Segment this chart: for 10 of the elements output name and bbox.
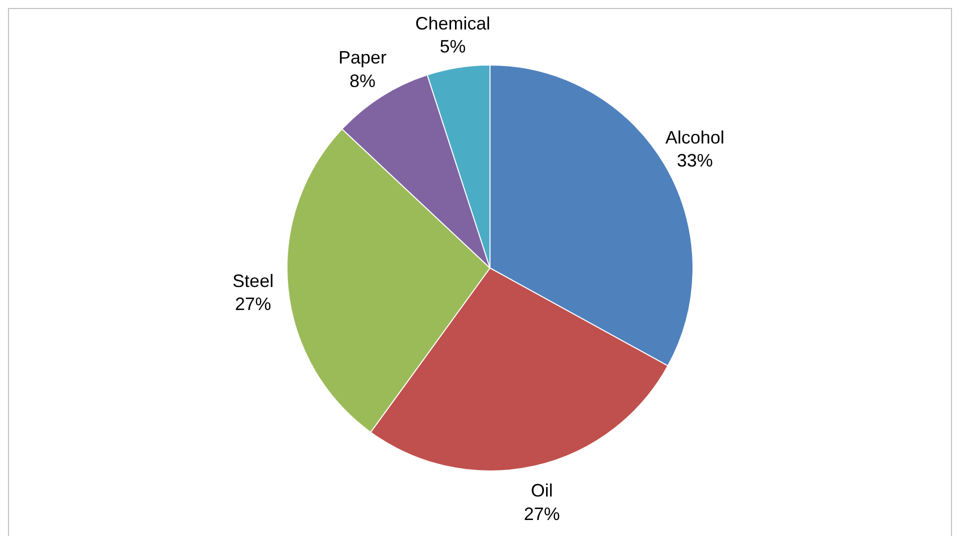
data-label: 33% <box>676 150 713 171</box>
data-label: 27% <box>524 504 560 524</box>
slice-label: Paper <box>338 47 386 68</box>
slice-label: Chemical <box>415 13 490 34</box>
data-label: 5% <box>440 36 466 57</box>
data-label: 27% <box>235 294 272 314</box>
slice-label: Alcohol <box>665 127 724 148</box>
data-label: 8% <box>349 70 376 91</box>
slice-label: Oil <box>530 480 553 501</box>
slice-label: Steel <box>232 270 274 291</box>
